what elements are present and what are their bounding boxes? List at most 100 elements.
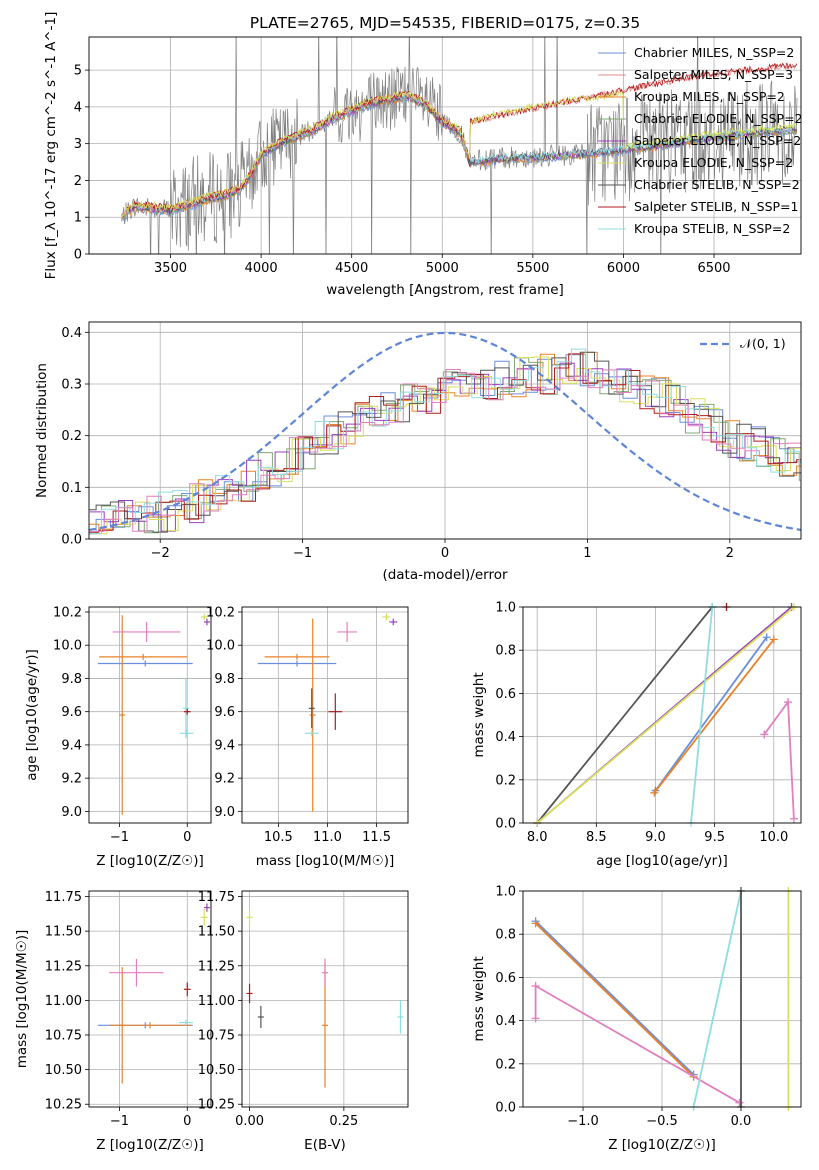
y-tick-label: 11.50 [45, 925, 82, 940]
residual-histogram-panel: −2 −1 0 1 2 0.0 0.1 0.2 0.3 0.4 (data-model)/error… [34, 321, 802, 583]
y-tick-label: 0.4 [61, 326, 82, 341]
y-tick-label: 11.00 [45, 994, 82, 1009]
age-vs-mass-panel: 10.5 11.0 11.5 9.0 9.2 9.4 9.6 9.8 10.0 10.2 mass … [206, 605, 409, 869]
x-tick-label: 4000 [245, 261, 278, 276]
y-tick-label: 0.0 [495, 817, 516, 832]
x-axis-label: (data-model)/error [382, 567, 508, 583]
x-tick-label: 0 [183, 830, 191, 845]
series-kroupa_stelib [690, 606, 714, 824]
y-tick-label: 9.8 [61, 672, 82, 687]
x-tick-label: 8.5 [586, 830, 607, 845]
y-tick-label: 0 [74, 248, 82, 263]
y-tick-label: 0.0 [495, 1101, 516, 1116]
y-tick-label: 10.25 [45, 1098, 82, 1113]
series-kroupa_elodie [536, 606, 795, 824]
y-tick-label: 10.50 [45, 1063, 82, 1078]
y-tick-label: 3 [74, 137, 82, 152]
legend-entry: Chabrier STELIB, N_SSP=2 [634, 177, 800, 192]
y-axis-label: mass weight [471, 956, 487, 1041]
y-tick-label: 0.0 [61, 533, 82, 548]
x-tick-label: 9.5 [704, 830, 725, 845]
y-axis-label: mass weight [471, 672, 487, 757]
y-tick-label: 11.25 [45, 959, 82, 974]
point-marker [531, 919, 540, 928]
point-marker [762, 633, 771, 642]
x-tick-label: −2 [151, 546, 170, 561]
y-tick-label: 1.0 [495, 601, 516, 616]
y-tick-label: 0.8 [495, 644, 516, 659]
y-tick-label: 10.0 [206, 639, 235, 654]
x-tick-label: 10.0 [759, 830, 788, 845]
legend-entry: Kroupa MILES, N_SSP=2 [634, 89, 785, 104]
axes-frame [88, 321, 802, 540]
x-tick-label: −1 [110, 1114, 129, 1129]
axes-frame [241, 606, 409, 824]
y-tick-label: 2 [74, 174, 82, 189]
x-tick-label: 6500 [697, 261, 730, 276]
histogram-pink [90, 368, 801, 532]
point-marker [531, 1014, 540, 1023]
series-chabrier_stelib [536, 606, 713, 824]
observed-spectrum [121, 37, 798, 254]
x-tick-label: 11.0 [313, 830, 342, 845]
x-tick-label: 0 [441, 546, 449, 561]
x-tick-label: 0.00 [235, 1114, 264, 1129]
histogram-salpeter_stelib [89, 353, 801, 533]
y-axis-label: age [log10(age/yr)] [24, 649, 40, 781]
series-kroupa_miles [534, 922, 695, 1078]
y-axis-label: Normed distribution [34, 363, 50, 498]
y-tick-label: 10.75 [198, 1029, 235, 1044]
y-tick-label: 0.6 [495, 687, 516, 702]
legend-entry: 𝒩(0, 1) [740, 336, 786, 351]
x-tick-label: 11.5 [362, 830, 391, 845]
legend-entry: Salpeter ELODIE, N_SSP=2 [634, 133, 801, 148]
x-tick-label: 4500 [335, 261, 368, 276]
x-axis-label: wavelength [Angstrom, rest frame] [326, 282, 564, 298]
x-tick-label: 5500 [516, 261, 549, 276]
x-tick-label: 3500 [154, 261, 187, 276]
y-tick-label: 9.8 [214, 672, 235, 687]
y-tick-label: 9.0 [61, 805, 82, 820]
axes-frame [88, 606, 212, 824]
figure-title: PLATE=2765, MJD=54535, FIBERID=0175, z=0… [250, 14, 640, 32]
y-tick-label: 0.2 [61, 429, 82, 444]
y-tick-label: 11.50 [198, 925, 235, 940]
point-marker [760, 730, 769, 739]
point-marker [531, 982, 540, 991]
x-tick-label: −1 [293, 546, 312, 561]
y-tick-label: 11.75 [45, 890, 82, 905]
x-tick-label: 10.5 [264, 830, 293, 845]
y-axis-label: mass [log10(M/M☉)] [14, 930, 30, 1069]
y-tick-label: 9.0 [214, 805, 235, 820]
mass-weight-vs-age-panel: 8.0 8.5 9.0 9.5 10.0 0.0 0.2 0.4 0.6 0.8 1.0 age [l… [471, 601, 802, 869]
y-tick-label: 0.3 [61, 378, 82, 393]
y-tick-label: 10.2 [206, 605, 235, 620]
y-tick-label: 11.00 [198, 994, 235, 1009]
y-tick-label: 10.75 [45, 1029, 82, 1044]
x-axis-label: Z [log10(Z/Z☉)] [608, 1137, 716, 1153]
y-tick-label: 5 [74, 64, 82, 79]
age-vs-metallicity-panel: −1 0 9.0 9.2 9.4 9.6 9.8 10.0 10.2 Z [log10(Z/Z☉)… [24, 605, 212, 869]
model-salpeter_miles [121, 63, 798, 219]
x-tick-label: 6000 [607, 261, 640, 276]
y-tick-label: 11.25 [198, 959, 235, 974]
histogram-kroupa_miles [89, 351, 801, 530]
axes-frame [522, 890, 802, 1108]
axes-frame [88, 36, 802, 255]
x-axis-label: E(B-V) [304, 1137, 346, 1153]
point-marker [650, 788, 659, 797]
y-tick-label: 11.75 [198, 890, 235, 905]
legend-entry: Kroupa ELODIE, N_SSP=2 [634, 155, 793, 170]
x-tick-label: −1 [110, 830, 129, 845]
y-tick-label: 9.2 [61, 772, 82, 787]
axes-frame [88, 890, 212, 1108]
histograms [89, 348, 801, 535]
series-kroupa_stelib [692, 890, 742, 1108]
axes-frame [241, 890, 409, 1108]
x-axis-label: Z [log10(Z/Z☉)] [96, 1137, 204, 1153]
point-marker [735, 1098, 744, 1107]
point-marker [789, 814, 798, 823]
x-axis-label: Z [log10(Z/Z☉)] [96, 853, 204, 869]
y-tick-label: 0.1 [61, 481, 82, 496]
normal-distribution-curve [88, 331, 802, 531]
